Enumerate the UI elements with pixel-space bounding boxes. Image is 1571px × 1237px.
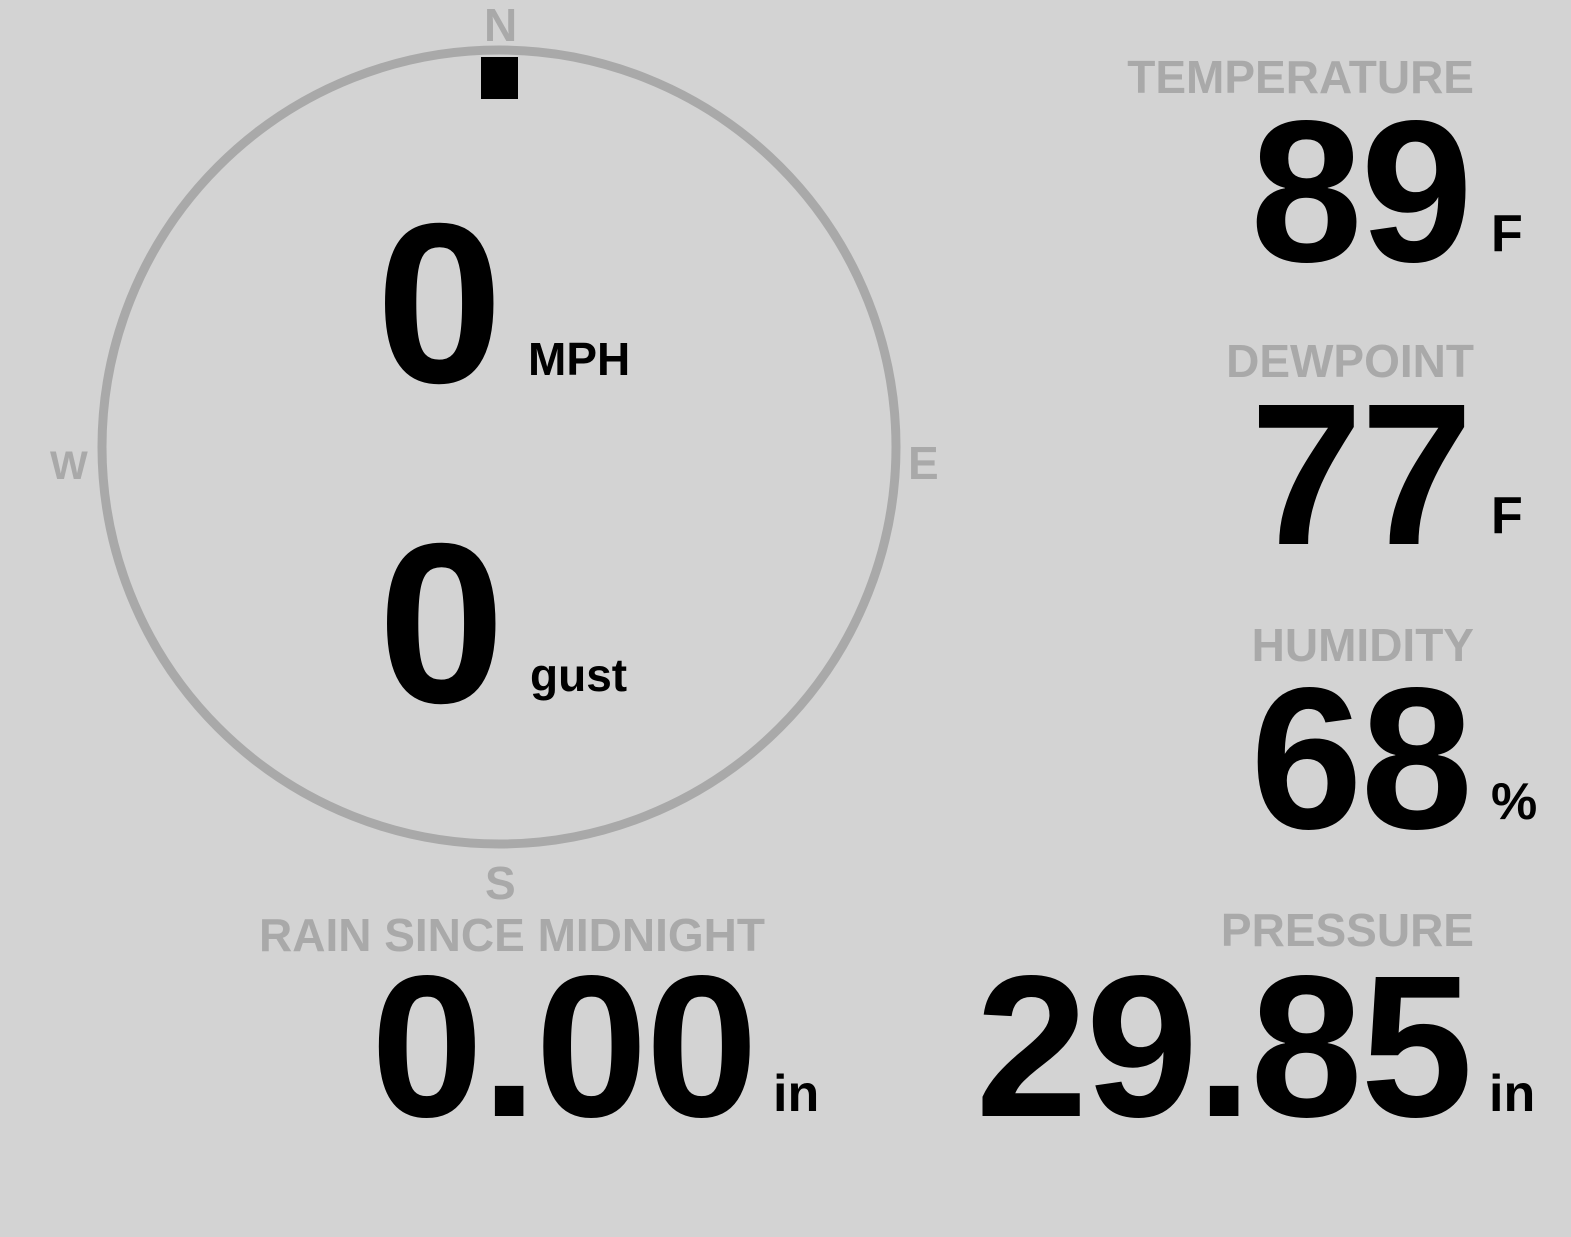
wind-speed-value: 0 <box>376 177 503 431</box>
humidity-unit: % <box>1491 773 1538 831</box>
dewpoint-label: DEWPOINT <box>1226 335 1474 387</box>
wind-compass <box>97 45 901 849</box>
dewpoint-value: 77 <box>1250 361 1473 587</box>
dewpoint-unit: F <box>1491 487 1523 545</box>
pressure-value: 29.85 <box>975 933 1473 1159</box>
temperature-unit: F <box>1491 205 1523 263</box>
compass-north: N <box>484 0 518 51</box>
wind-gust-value: 0 <box>378 497 505 751</box>
compass-ring <box>97 45 901 849</box>
rain-value: 0.00 <box>370 933 758 1159</box>
wind-speed-unit: MPH <box>528 333 631 385</box>
compass-south: S <box>485 857 516 909</box>
compass-east: E <box>908 437 939 489</box>
temperature-label: TEMPERATURE <box>1127 51 1474 103</box>
humidity-value: 68 <box>1250 645 1473 871</box>
rain-unit: in <box>773 1065 820 1123</box>
wind-gust-unit: gust <box>530 649 628 701</box>
rain-label: RAIN SINCE MIDNIGHT <box>259 909 765 961</box>
temperature-value: 89 <box>1250 78 1473 304</box>
pressure-label: PRESSURE <box>1220 904 1474 956</box>
compass-west: W <box>50 444 88 488</box>
wind-direction-marker <box>481 57 518 99</box>
humidity-label: HUMIDITY <box>1251 619 1474 671</box>
pressure-unit: in <box>1489 1065 1536 1123</box>
